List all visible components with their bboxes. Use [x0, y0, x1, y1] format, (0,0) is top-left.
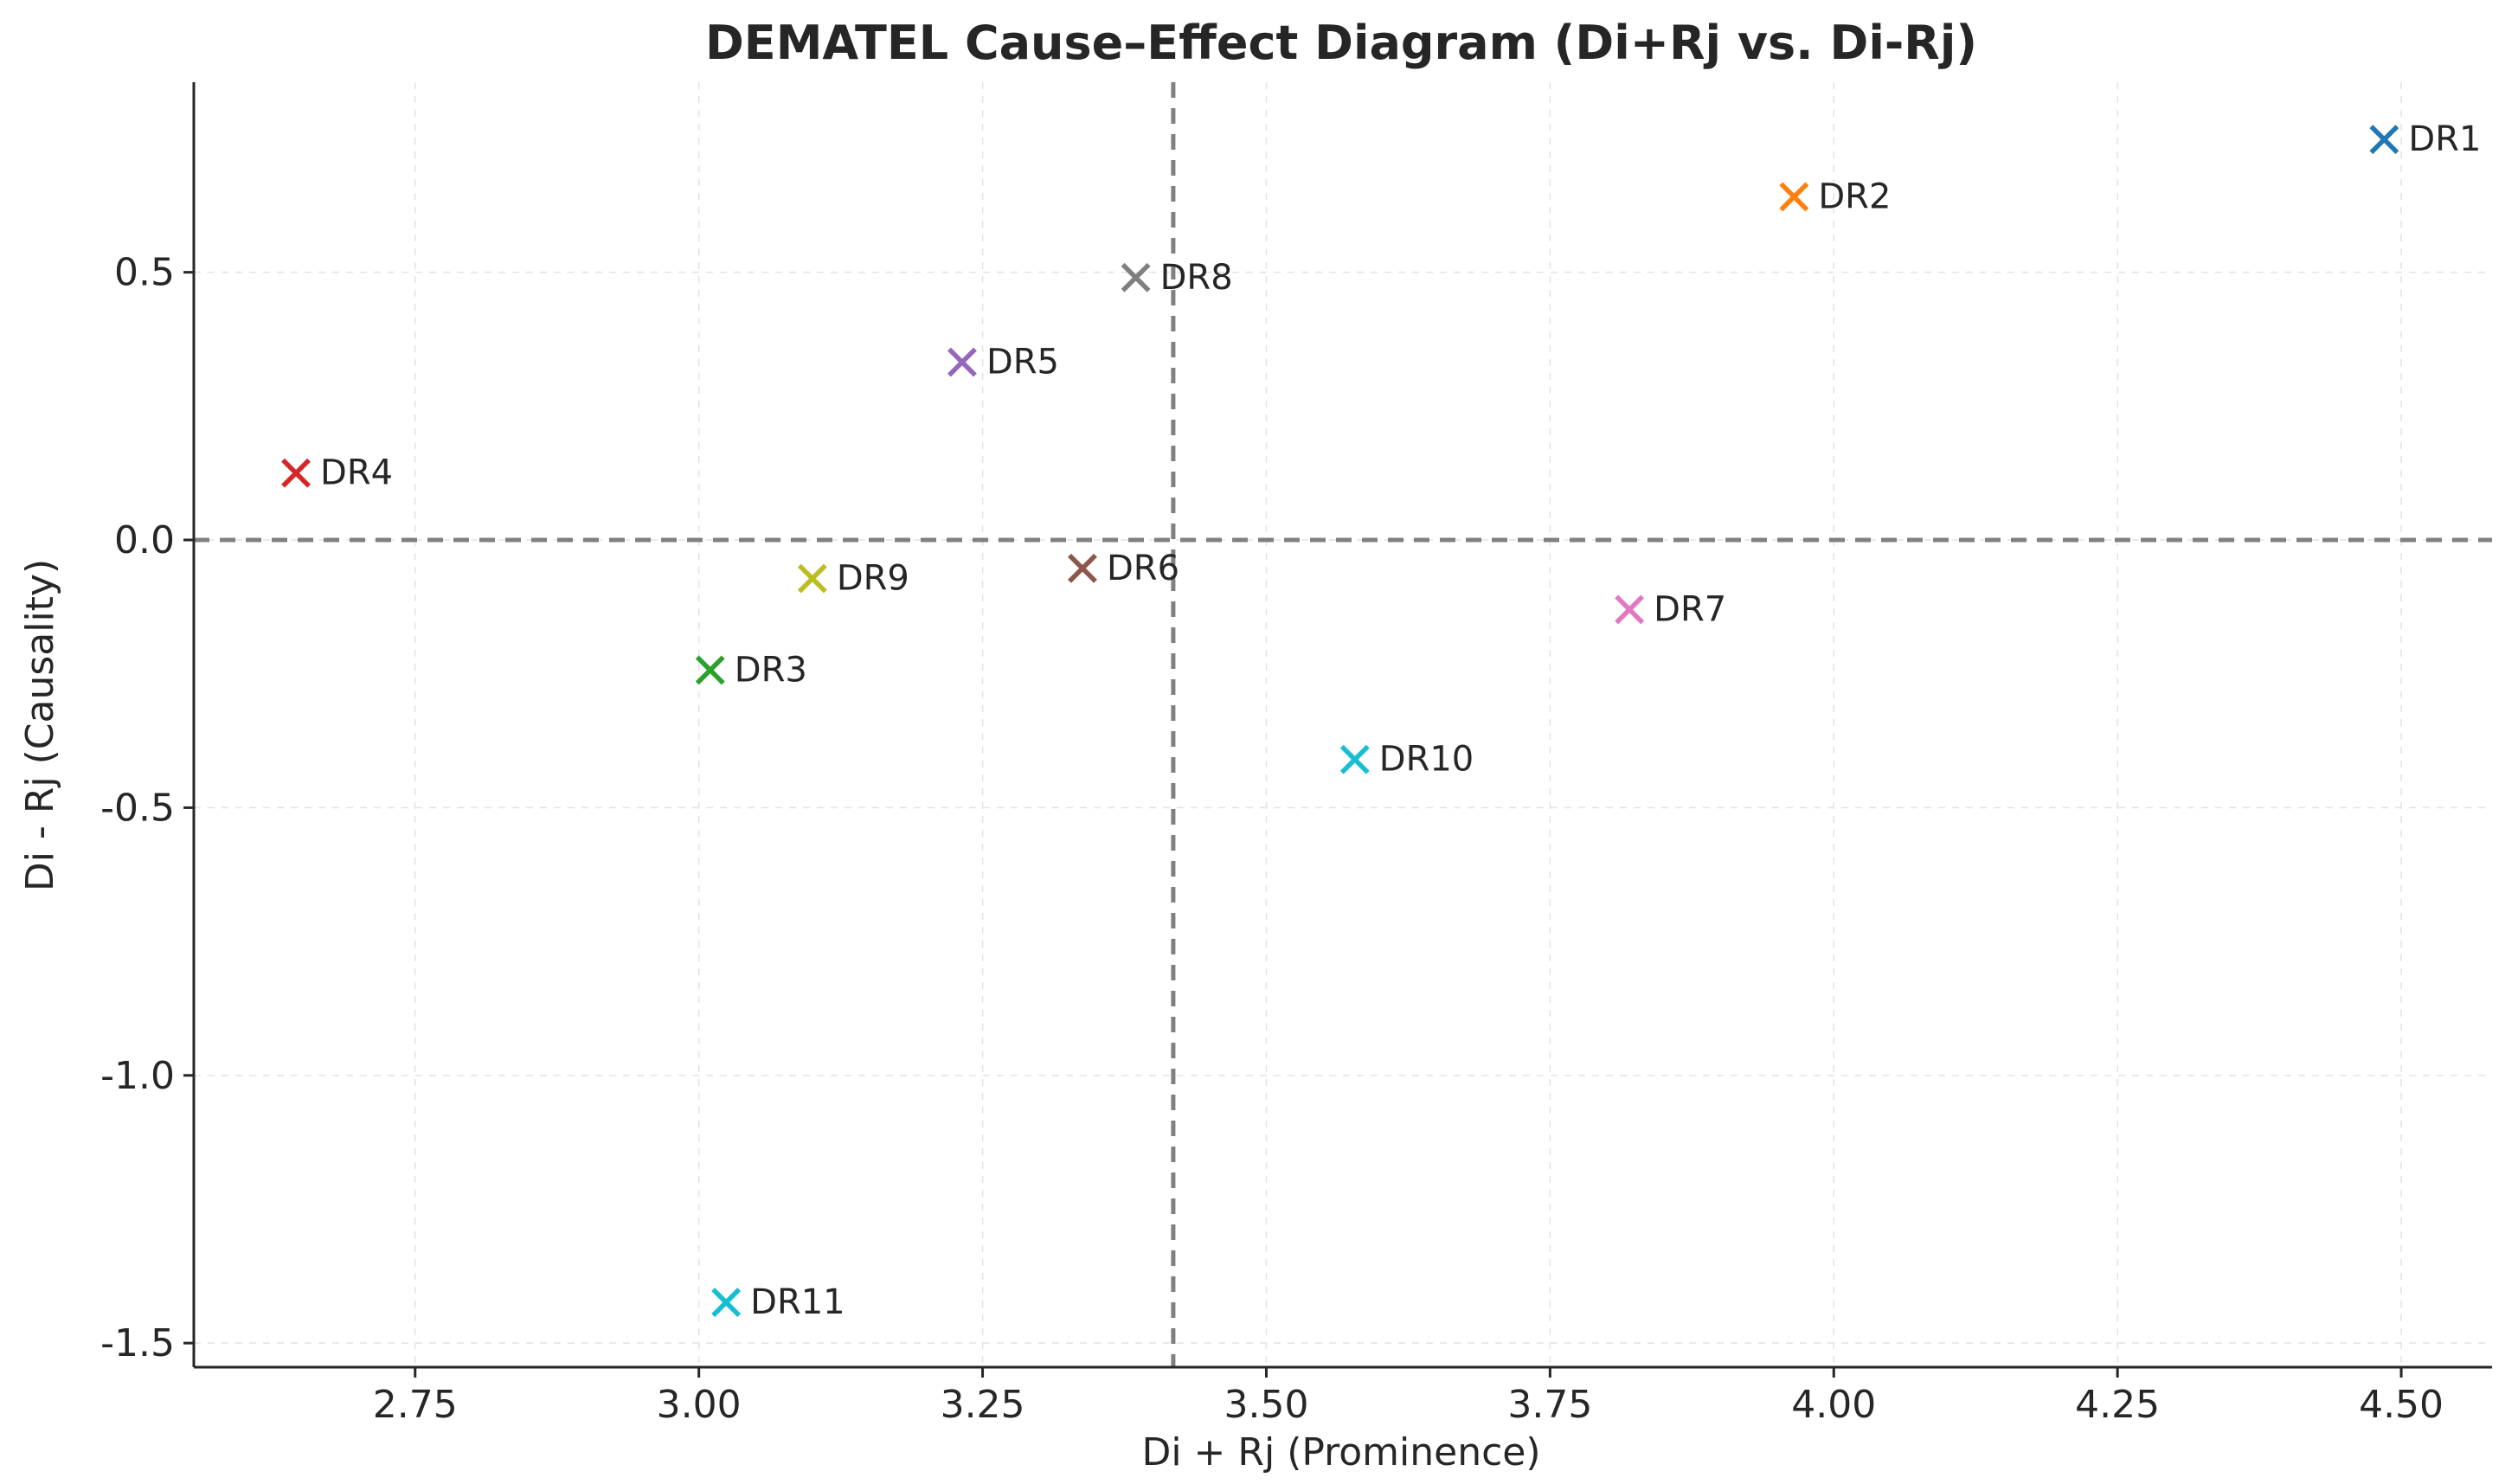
chart-title: DEMATEL Cause–Effect Diagram (Di+Rj vs. … — [705, 16, 1977, 70]
x-tick-label: 3.00 — [657, 1383, 742, 1427]
y-tick-label: -1.0 — [100, 1054, 175, 1098]
point-marker — [2369, 125, 2399, 155]
y-tick-label: -0.5 — [100, 786, 175, 830]
x-axis-label: Di + Rj (Prominence) — [1141, 1430, 1540, 1474]
point-label: DR7 — [1654, 589, 1726, 629]
x-tick-label: 3.25 — [941, 1383, 1025, 1427]
x-tick-label: 3.50 — [1224, 1383, 1308, 1427]
x-tick-label: 4.25 — [2075, 1383, 2160, 1427]
point-label: DR9 — [837, 559, 909, 599]
point-label: DR2 — [1818, 177, 1891, 216]
point-marker — [1068, 553, 1097, 583]
y-tick-label: 0.5 — [114, 251, 175, 295]
point-marker — [1121, 262, 1151, 292]
x-tick-label: 2.75 — [373, 1383, 458, 1427]
data-point-dr4: DR4 — [281, 453, 393, 493]
data-point-dr10: DR10 — [1339, 740, 1474, 780]
point-marker — [1339, 744, 1370, 774]
point-marker — [797, 563, 827, 594]
data-point-dr9: DR9 — [797, 559, 909, 599]
point-label: DR11 — [750, 1282, 845, 1322]
data-point-dr5: DR5 — [947, 343, 1059, 382]
x-tick-label: 3.75 — [1507, 1383, 1592, 1427]
point-label: DR1 — [2408, 119, 2481, 159]
x-tick-label: 4.50 — [2359, 1383, 2444, 1427]
data-point-dr1: DR1 — [2369, 119, 2481, 159]
point-marker — [281, 458, 311, 488]
y-axis-label: Di - Rj (Causality) — [18, 559, 62, 891]
point-marker — [695, 655, 725, 685]
point-label: DR10 — [1379, 740, 1474, 780]
point-label: DR4 — [320, 453, 393, 493]
point-label: DR3 — [735, 650, 807, 690]
point-label: DR6 — [1107, 549, 1179, 588]
data-point-dr3: DR3 — [695, 650, 807, 690]
data-point-dr6: DR6 — [1068, 549, 1179, 588]
data-points: DR1 DR2 DR3 DR4 DR5 DR6 DR7 DR8 DR9 DR10 DR11 — [281, 119, 2481, 1322]
x-tick-label: 4.00 — [1791, 1383, 1876, 1427]
axes: 2.75 3.00 3.25 3.50 3.75 4.00 4.25 4.50 0.5 0.0 -0… — [100, 82, 2492, 1427]
data-point-dr11: DR11 — [711, 1282, 845, 1322]
data-point-dr8: DR8 — [1121, 258, 1233, 298]
grid-lines — [194, 82, 2492, 1367]
point-marker — [1779, 182, 1809, 212]
reference-lines — [194, 82, 2492, 1367]
point-label: DR8 — [1160, 258, 1233, 298]
data-point-dr7: DR7 — [1615, 589, 1726, 629]
y-tick-label: 0.0 — [114, 518, 175, 562]
point-label: DR5 — [986, 343, 1059, 382]
data-point-dr2: DR2 — [1779, 177, 1891, 216]
y-tick-label: -1.5 — [100, 1321, 175, 1365]
point-marker — [1615, 594, 1645, 625]
point-marker — [711, 1288, 742, 1318]
point-marker — [947, 347, 977, 377]
